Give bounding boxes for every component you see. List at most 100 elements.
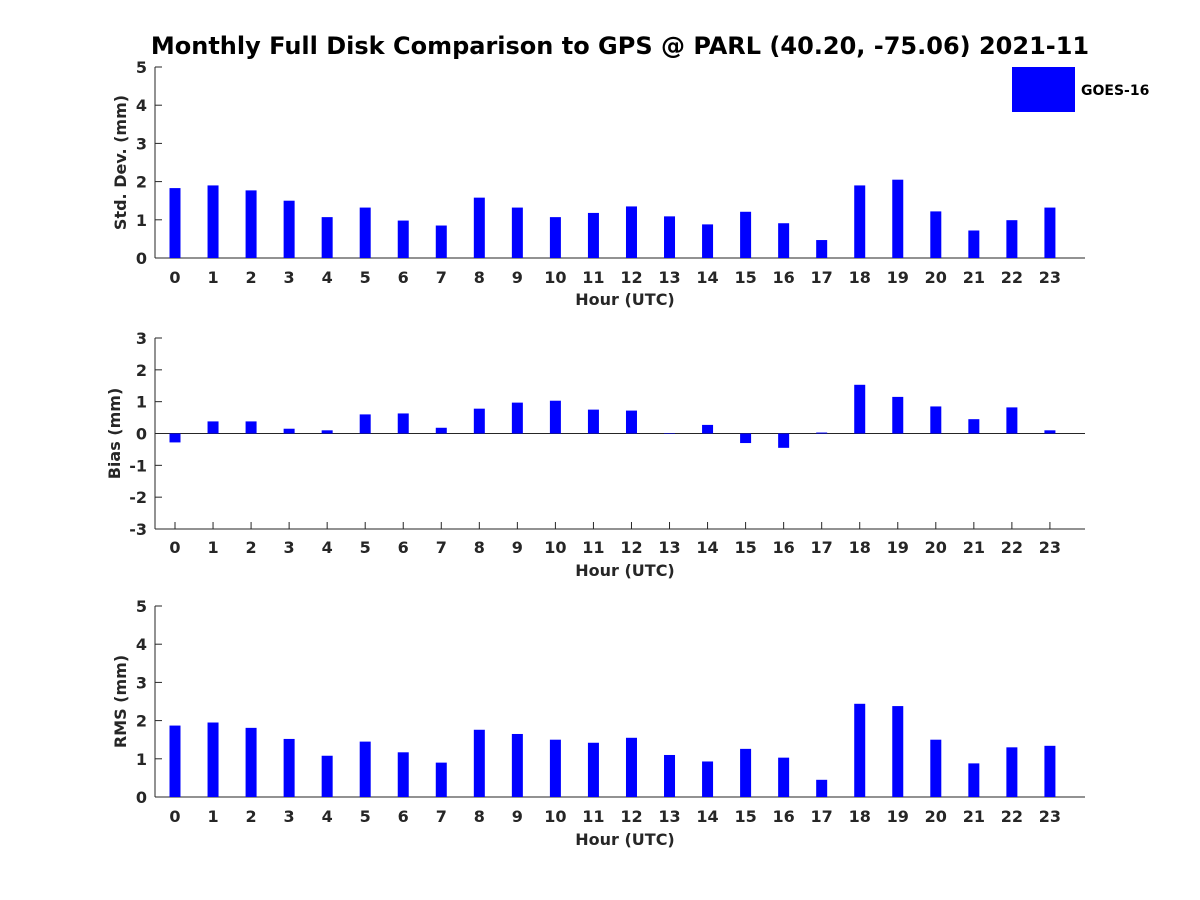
x-tick-label: 13 [658, 268, 680, 287]
x-tick-label: 18 [849, 538, 871, 557]
bar [473, 729, 485, 797]
bar [664, 216, 676, 258]
bar [207, 722, 219, 797]
x-tick-label: 18 [849, 268, 871, 287]
x-tick-label: 15 [734, 807, 756, 826]
x-tick-label: 4 [322, 538, 333, 557]
bar [1006, 747, 1018, 797]
x-tick-label: 17 [811, 538, 833, 557]
x-tick-label: 19 [887, 807, 909, 826]
bar [778, 433, 790, 448]
bar [816, 240, 828, 258]
x-tick-label: 1 [207, 538, 218, 557]
bar [435, 427, 447, 434]
bar [587, 212, 599, 258]
y-tick-label: -1 [129, 456, 147, 475]
x-tick-label: 6 [398, 538, 409, 557]
bar [473, 408, 485, 434]
bar [854, 185, 866, 258]
x-axis-label: Hour (UTC) [575, 290, 675, 309]
y-tick-label: 3 [136, 673, 147, 692]
x-tick-label: 11 [582, 538, 604, 557]
x-tick-label: 18 [849, 807, 871, 826]
x-tick-label: 19 [887, 268, 909, 287]
x-tick-label: 0 [169, 538, 180, 557]
x-tick-label: 19 [887, 538, 909, 557]
y-tick-label: 0 [136, 788, 147, 807]
x-tick-label: 22 [1001, 268, 1023, 287]
bar [283, 200, 295, 258]
x-tick-label: 20 [925, 807, 947, 826]
bar [511, 733, 523, 797]
x-axis-label: Hour (UTC) [575, 561, 675, 580]
x-tick-label: 16 [773, 807, 795, 826]
y-tick-label: 1 [136, 393, 147, 412]
y-axis-label: RMS (mm) [111, 655, 130, 748]
x-tick-label: 7 [436, 538, 447, 557]
bar [435, 762, 447, 797]
y-axis-label: Bias (mm) [105, 388, 124, 480]
x-tick-label: 15 [734, 538, 756, 557]
bar [245, 190, 257, 258]
bar [1044, 207, 1056, 258]
bar [169, 188, 181, 258]
x-tick-label: 9 [512, 268, 523, 287]
bar [321, 755, 333, 797]
bar [207, 421, 219, 434]
bar [245, 727, 257, 797]
bar [625, 737, 637, 797]
x-tick-label: 8 [474, 268, 485, 287]
x-tick-label: 20 [925, 268, 947, 287]
x-tick-label: 7 [436, 268, 447, 287]
bar [549, 400, 561, 434]
bar [664, 754, 676, 797]
bar [968, 419, 980, 434]
y-axis-label: Std. Dev. (mm) [111, 95, 130, 230]
bar [778, 757, 790, 797]
x-tick-label: 2 [246, 268, 257, 287]
bar [854, 384, 866, 434]
x-tick-label: 21 [963, 538, 985, 557]
y-tick-label: -2 [129, 488, 147, 507]
x-tick-label: 10 [544, 807, 566, 826]
x-axis-label: Hour (UTC) [575, 830, 675, 849]
bar [207, 185, 219, 258]
x-tick-label: 22 [1001, 807, 1023, 826]
bar [816, 779, 828, 797]
bar [625, 410, 637, 434]
legend: GOES-16 [1012, 67, 1149, 112]
bar [473, 197, 485, 258]
x-tick-label: 2 [246, 807, 257, 826]
y-tick-label: 2 [136, 712, 147, 731]
bar [778, 223, 790, 258]
bar [435, 225, 447, 258]
bar [1044, 745, 1056, 797]
x-tick-label: 23 [1039, 538, 1061, 557]
y-tick-label: 2 [136, 361, 147, 380]
bar [549, 217, 561, 258]
bar [740, 748, 752, 797]
legend-label: GOES-16 [1081, 83, 1149, 99]
bar [930, 739, 942, 797]
x-tick-label: 4 [322, 268, 333, 287]
bar [1006, 407, 1018, 434]
x-tick-label: 1 [207, 268, 218, 287]
bar [892, 706, 904, 797]
x-tick-label: 17 [811, 268, 833, 287]
y-tick-label: 1 [136, 211, 147, 230]
x-tick-label: 10 [544, 538, 566, 557]
x-tick-label: 8 [474, 807, 485, 826]
bar [511, 402, 523, 434]
x-tick-label: 23 [1039, 268, 1061, 287]
y-tick-label: 0 [136, 249, 147, 268]
bar [397, 220, 409, 258]
bar [968, 230, 980, 258]
x-tick-label: 13 [658, 538, 680, 557]
x-tick-label: 16 [773, 268, 795, 287]
x-tick-label: 9 [512, 807, 523, 826]
bar [625, 206, 637, 258]
x-tick-label: 23 [1039, 807, 1061, 826]
